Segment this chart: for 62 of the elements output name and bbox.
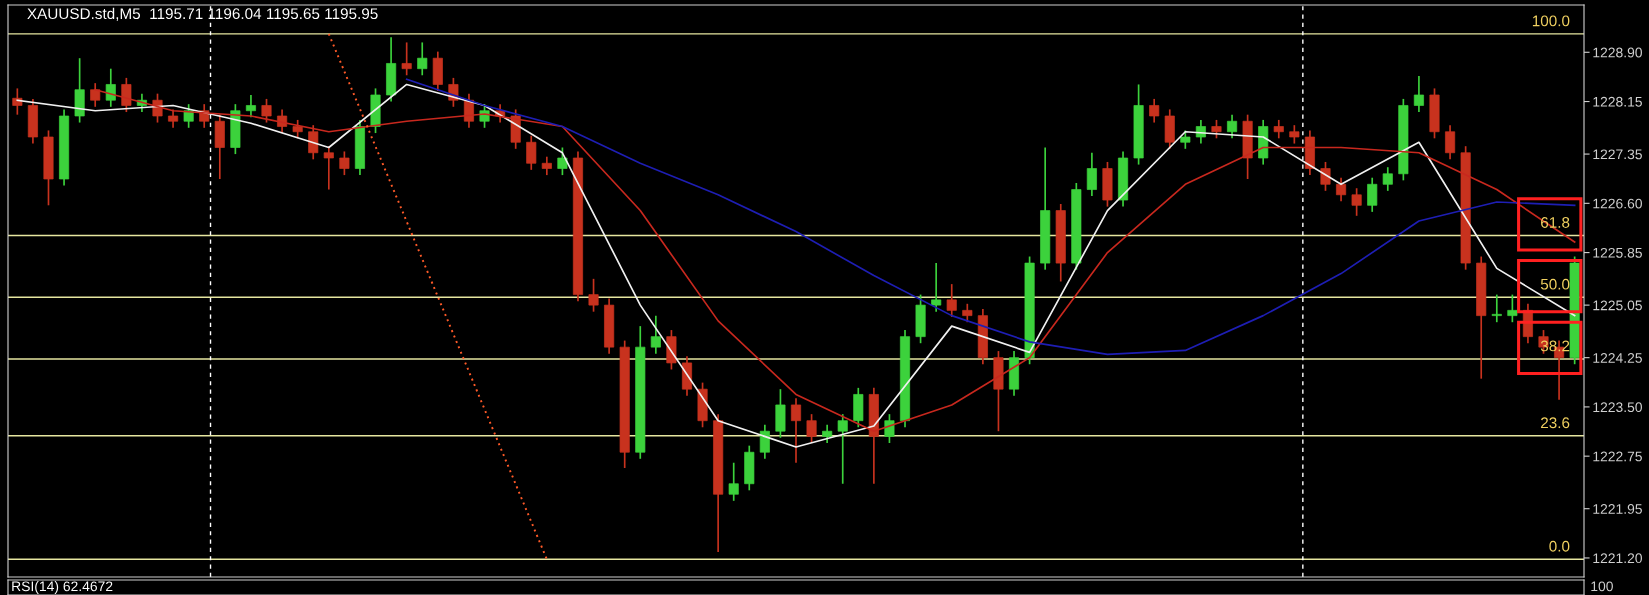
candlestick <box>417 41 428 77</box>
candlestick <box>884 413 895 444</box>
candlestick <box>1491 293 1502 324</box>
candlestick <box>806 413 817 444</box>
candlestick <box>1289 124 1300 145</box>
candlestick <box>931 262 942 313</box>
y-tick-label: 1228.15 <box>1593 96 1642 107</box>
y-tick-label: 1223.50 <box>1593 402 1642 413</box>
annotation: 50.0 <box>1540 278 1570 290</box>
y-tick-label: 1221.20 <box>1593 553 1642 564</box>
candlestick <box>277 108 288 134</box>
annotation: 23.6 <box>1541 417 1570 429</box>
candlestick <box>12 87 23 116</box>
candlestick <box>308 124 319 161</box>
candlestick <box>759 423 770 460</box>
candlestick <box>1382 166 1393 192</box>
candlestick <box>323 145 334 191</box>
candlestick <box>1086 151 1097 197</box>
annotation: 0.0 <box>1549 540 1570 552</box>
y-tick-label: 1226.60 <box>1593 198 1642 209</box>
y-tick-label: 1224.25 <box>1593 352 1642 363</box>
candlestick <box>822 423 833 444</box>
candlestick <box>1320 161 1331 192</box>
y-tick-label: 1222.75 <box>1593 451 1642 462</box>
candlestick <box>1445 124 1456 161</box>
y-tick-label: 1221.95 <box>1593 504 1642 514</box>
candlestick <box>292 119 303 140</box>
candlestick <box>401 41 412 77</box>
candlestick <box>557 146 568 176</box>
candlestick <box>152 92 163 124</box>
candlestick <box>1227 113 1238 140</box>
candlestick <box>588 278 599 313</box>
candlestick <box>168 108 179 129</box>
y-tick-label: 1225.05 <box>1593 300 1642 311</box>
candlestick <box>1336 176 1347 203</box>
y-tick-label: 1228.90 <box>1593 47 1642 58</box>
y-tick-label: 1225.85 <box>1593 247 1642 258</box>
candlestick <box>837 413 848 485</box>
candlestick <box>1351 187 1362 217</box>
line-series <box>405 78 1576 356</box>
candlestick <box>1507 293 1518 324</box>
candlestick <box>339 150 350 176</box>
candlestick <box>946 283 957 318</box>
text: RSI(14) 62.4672 <box>12 581 113 594</box>
candlestick <box>526 134 537 171</box>
candlestick <box>541 155 552 176</box>
candlestick <box>1180 129 1191 150</box>
candlestick <box>1149 98 1160 124</box>
candlestick <box>261 98 272 124</box>
y-tick-label: 1227.35 <box>1593 149 1642 160</box>
candlestick <box>962 302 973 324</box>
candlestick <box>728 461 739 502</box>
candlestick <box>1413 75 1424 113</box>
candlestick <box>790 397 802 464</box>
candlestick <box>105 67 116 108</box>
chart-title: XAUUSD.std,M5 1195.71 1196.04 1195.65 1195.95 <box>27 7 378 21</box>
candlestick <box>650 314 661 355</box>
candlestick <box>1273 119 1284 140</box>
annotation: 100.0 <box>1532 15 1570 27</box>
candlestick <box>1367 176 1378 213</box>
candlestick <box>1211 119 1222 140</box>
text: 100 <box>1591 581 1613 592</box>
